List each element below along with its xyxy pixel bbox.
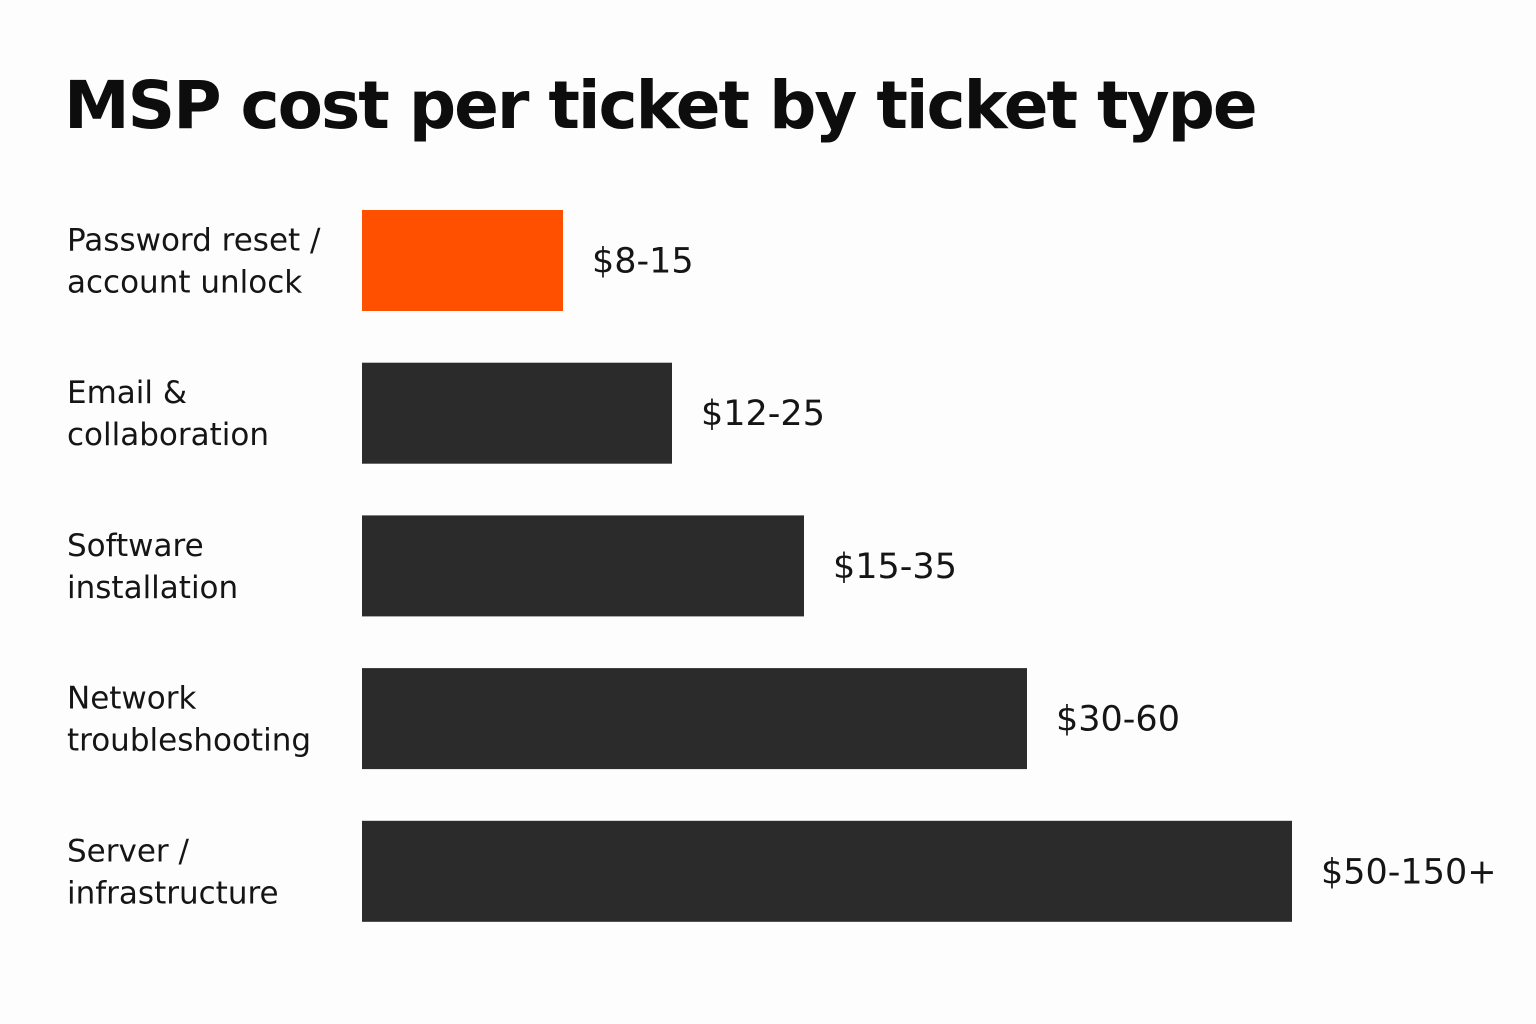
bar-3 <box>362 668 1027 770</box>
bar-0 <box>362 210 563 311</box>
bar-1 <box>362 362 672 464</box>
chart-title: MSP cost per ticket by ticket type <box>64 67 1258 144</box>
value-label-4: $50-150+ <box>1321 852 1497 892</box>
value-label-1: $12-25 <box>701 394 825 434</box>
value-label-2: $15-35 <box>833 547 957 587</box>
category-label-3: Network troubleshooting <box>67 681 311 759</box>
value-label-3: $30-60 <box>1056 700 1180 740</box>
category-label-4: Server / infrastructure <box>67 833 279 911</box>
value-label-0: $8-15 <box>592 242 694 282</box>
category-label-2: Software installation <box>67 528 238 606</box>
bar-2 <box>362 515 804 617</box>
category-label-1: Email & collaboration <box>67 375 269 453</box>
bar-4 <box>362 820 1292 922</box>
category-label-0: Password reset / account unlock <box>67 223 321 301</box>
